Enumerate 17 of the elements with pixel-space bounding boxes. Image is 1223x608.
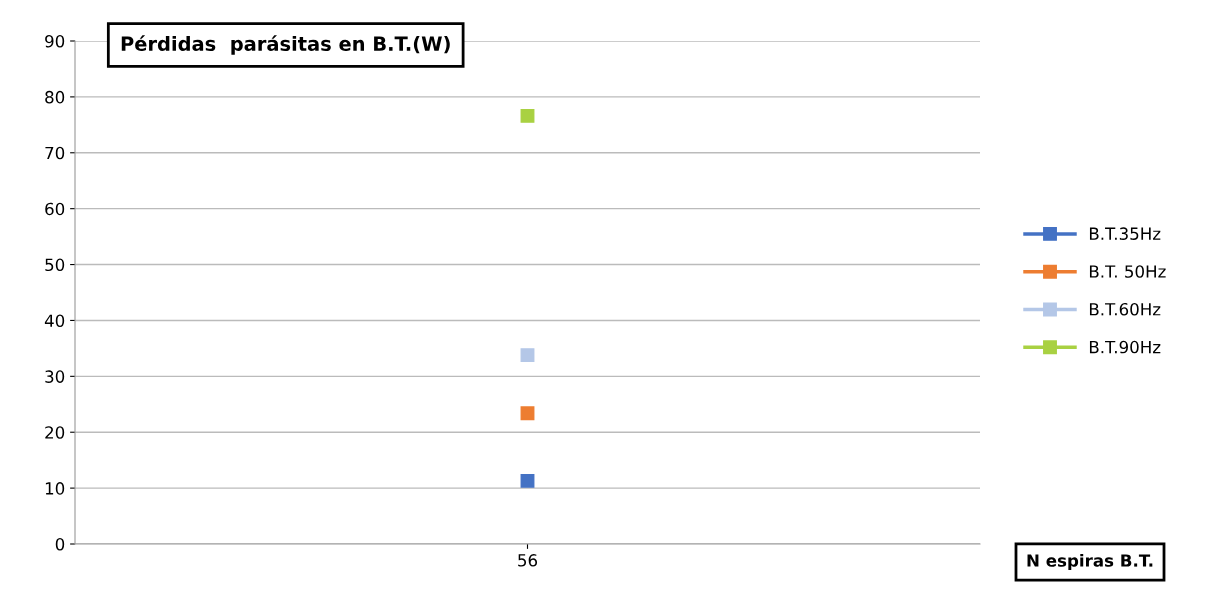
y-tick-label: 10 — [45, 482, 65, 495]
legend-label: B.T.90Hz — [1089, 340, 1161, 354]
y-tick-label: 80 — [45, 90, 65, 104]
y-tick-label: 70 — [45, 146, 65, 160]
legend-label: B.T.60Hz — [1089, 302, 1161, 316]
x-axis-title: N espiras B.T. — [1027, 553, 1153, 571]
legend-label: B.T. 50Hz — [1089, 265, 1166, 278]
y-tick-label: 20 — [45, 426, 65, 439]
x-tick-label: 56 — [518, 554, 538, 567]
y-tick-label: 0 — [55, 537, 65, 551]
y-tick-label: 50 — [45, 258, 65, 272]
y-tick-label: 90 — [45, 34, 65, 48]
y-tick-label: 40 — [44, 314, 65, 328]
y-tick-label: 60 — [45, 202, 65, 216]
y-tick-label: 30 — [45, 370, 65, 383]
chart-title: Pérdidas parásitas en B.T.(W) — [121, 35, 450, 55]
legend-label: B.T.35Hz — [1089, 227, 1161, 240]
